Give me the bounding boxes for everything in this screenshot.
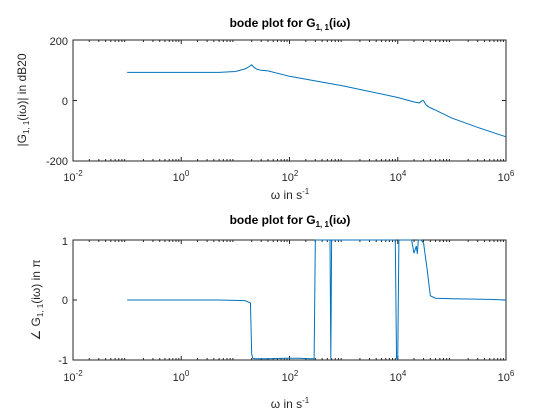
- phase-xtick-label: 104: [390, 369, 407, 384]
- phase-ytick-label: 1: [62, 236, 68, 248]
- phase-title: bode plot for G1, 1(iω): [230, 213, 351, 229]
- phase-x-axis-label: ω in s-1: [271, 396, 310, 411]
- magnitude-subplot: bode plot for G1, 1(iω) 200 0 -200 10-2 …: [15, 16, 515, 202]
- magnitude-xtick-label: 102: [282, 169, 299, 184]
- magnitude-series-line: [127, 64, 507, 138]
- phase-y-axis-label: ∠ G1, 1(iω) in π: [29, 259, 45, 340]
- phase-xtick-label: 100: [173, 369, 190, 384]
- phase-xtick-label: 106: [498, 369, 515, 384]
- magnitude-ticks: [72, 39, 507, 162]
- magnitude-x-axis-label: ω in s-1: [271, 187, 310, 202]
- magnitude-xtick-label: 104: [390, 169, 407, 184]
- phase-series-line: [127, 239, 507, 360]
- phase-xtick-label: 10-2: [63, 369, 83, 384]
- phase-ytick-label: -1: [58, 355, 68, 367]
- magnitude-y-axis-label: |G1, 1(iω)| in dB20: [15, 53, 31, 146]
- magnitude-xtick-label: 106: [498, 169, 515, 184]
- phase-ytick-label: 0: [62, 295, 68, 307]
- magnitude-title: bode plot for G1, 1(iω): [230, 16, 351, 32]
- magnitude-xtick-label: 100: [173, 169, 190, 184]
- magnitude-ytick-label: 200: [50, 36, 68, 48]
- magnitude-ytick-label: -200: [46, 156, 68, 168]
- magnitude-xtick-label: 10-2: [63, 169, 83, 184]
- phase-xtick-label: 102: [282, 369, 299, 384]
- magnitude-ytick-label: 0: [62, 96, 68, 108]
- phase-subplot: bode plot for G1, 1(iω) 1 0 -1 10-2 100 …: [29, 213, 515, 411]
